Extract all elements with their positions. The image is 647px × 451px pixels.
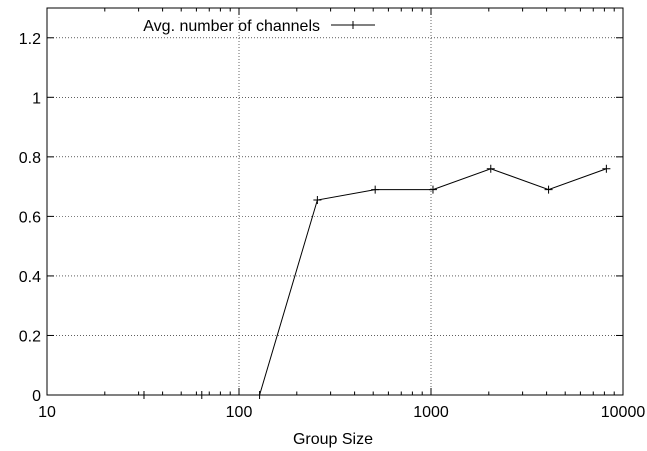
y-tick-label: 1 — [32, 90, 41, 107]
x-tick-label: 100 — [226, 404, 253, 421]
series-line — [143, 168, 607, 396]
plot-frame — [46, 7, 624, 396]
y-tick-label: 1.2 — [19, 31, 41, 48]
y-tick-label: 0.4 — [19, 269, 41, 286]
data-point — [486, 164, 495, 173]
data-point — [428, 185, 437, 194]
data-point — [371, 185, 380, 194]
tick-labels: 0 0.2 0.4 0.6 0.8 1 1.2 10 100 1000 10000 — [19, 31, 646, 421]
data-point — [313, 196, 322, 205]
x-axis-label: Group Size — [293, 431, 373, 448]
series-layer — [139, 164, 611, 399]
x-tick-label: 1000 — [413, 404, 449, 421]
legend: Avg. number of channels — [143, 18, 375, 35]
legend-label: Avg. number of channels — [143, 18, 320, 35]
x-tick-label: 10000 — [601, 404, 646, 421]
x-tick-label: 10 — [38, 404, 56, 421]
axis-ticks — [46, 8, 624, 396]
y-tick-label: 0.6 — [19, 209, 41, 226]
legend-marker — [349, 21, 357, 29]
data-point — [544, 185, 553, 194]
y-tick-label: 0.2 — [19, 328, 41, 345]
y-tick-label: 0 — [32, 388, 41, 405]
y-tick-label: 0.8 — [19, 150, 41, 167]
data-point — [602, 164, 611, 173]
grid-lines — [47, 8, 623, 395]
